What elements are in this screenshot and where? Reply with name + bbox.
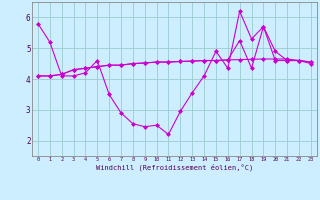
X-axis label: Windchill (Refroidissement éolien,°C): Windchill (Refroidissement éolien,°C) xyxy=(96,164,253,171)
